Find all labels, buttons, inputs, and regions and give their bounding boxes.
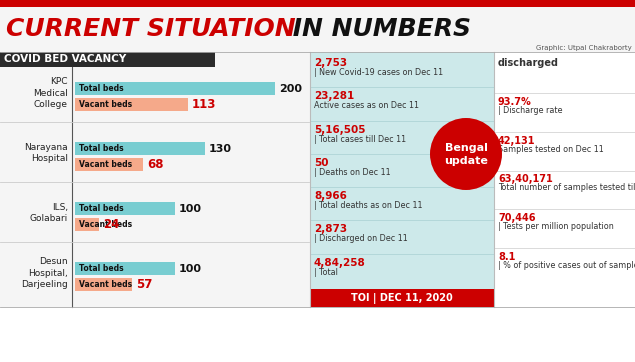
- FancyBboxPatch shape: [0, 7, 635, 52]
- FancyBboxPatch shape: [75, 98, 188, 111]
- Text: 113: 113: [192, 98, 217, 111]
- FancyBboxPatch shape: [75, 278, 132, 291]
- Text: Vacant beds: Vacant beds: [79, 160, 132, 169]
- Text: 8,966: 8,966: [314, 191, 347, 201]
- Text: | Discharge rate: | Discharge rate: [498, 106, 563, 115]
- Text: COVID BED VACANCY: COVID BED VACANCY: [4, 55, 126, 64]
- Text: | Total cases till Dec 11: | Total cases till Dec 11: [314, 135, 406, 144]
- Text: 2,753: 2,753: [314, 58, 347, 68]
- Text: | Deaths on Dec 11: | Deaths on Dec 11: [314, 168, 391, 177]
- Text: 130: 130: [209, 143, 232, 153]
- Text: 2,873: 2,873: [314, 224, 347, 235]
- Text: | Tests per million population: | Tests per million population: [498, 222, 614, 231]
- Text: Vacant beds: Vacant beds: [79, 100, 132, 109]
- Text: discharged: discharged: [498, 58, 559, 68]
- Text: 100: 100: [179, 264, 202, 274]
- Text: Total number of samples tested till Dec 11: Total number of samples tested till Dec …: [498, 184, 635, 193]
- FancyBboxPatch shape: [75, 218, 99, 231]
- Text: | % of positive cases out of samples tested: | % of positive cases out of samples tes…: [498, 261, 635, 270]
- Text: update: update: [444, 156, 488, 166]
- Text: 100: 100: [179, 203, 202, 214]
- Text: 70,446: 70,446: [498, 213, 535, 223]
- Text: 50: 50: [314, 158, 328, 168]
- Text: Vacant beds: Vacant beds: [79, 220, 132, 229]
- Text: Narayana
Hospital: Narayana Hospital: [24, 143, 68, 163]
- Text: CURRENT SITUATION: CURRENT SITUATION: [6, 17, 296, 41]
- Text: Vacant beds: Vacant beds: [79, 280, 132, 289]
- FancyBboxPatch shape: [75, 158, 143, 171]
- Text: Samples tested on Dec 11: Samples tested on Dec 11: [498, 145, 604, 153]
- FancyBboxPatch shape: [310, 52, 495, 307]
- Text: | New Covid-19 cases on Dec 11: | New Covid-19 cases on Dec 11: [314, 68, 443, 77]
- Text: 23,281: 23,281: [314, 91, 354, 101]
- Text: Bengal: Bengal: [444, 143, 488, 153]
- Text: 5,16,505: 5,16,505: [314, 125, 366, 135]
- FancyBboxPatch shape: [75, 202, 175, 215]
- Text: Active cases as on Dec 11: Active cases as on Dec 11: [314, 101, 419, 110]
- FancyBboxPatch shape: [0, 52, 310, 307]
- FancyBboxPatch shape: [310, 289, 495, 307]
- Text: ILS,
Golabari: ILS, Golabari: [30, 203, 68, 223]
- FancyBboxPatch shape: [0, 52, 215, 67]
- Text: Graphic: Utpal Chakraborty: Graphic: Utpal Chakraborty: [536, 45, 632, 51]
- Text: | Total deaths as on Dec 11: | Total deaths as on Dec 11: [314, 201, 422, 210]
- Circle shape: [430, 118, 502, 190]
- FancyBboxPatch shape: [494, 52, 635, 307]
- Text: Total beds: Total beds: [79, 84, 124, 93]
- Text: | Total: | Total: [314, 268, 338, 277]
- Text: 24: 24: [103, 218, 119, 231]
- Text: Desun
Hospital,
Darjeeling: Desun Hospital, Darjeeling: [21, 257, 68, 289]
- Text: Total beds: Total beds: [79, 204, 124, 213]
- Text: TOI | DEC 11, 2020: TOI | DEC 11, 2020: [351, 292, 453, 303]
- FancyBboxPatch shape: [0, 0, 635, 7]
- Text: 4,84,258: 4,84,258: [314, 258, 366, 268]
- Text: 8.1: 8.1: [498, 252, 516, 262]
- Text: | Discharged on Dec 11: | Discharged on Dec 11: [314, 235, 408, 243]
- Text: 93.7%: 93.7%: [498, 97, 531, 107]
- Text: 63,40,171: 63,40,171: [498, 174, 552, 185]
- Text: IN NUMBERS: IN NUMBERS: [284, 17, 471, 41]
- Text: Total beds: Total beds: [79, 144, 124, 153]
- Text: Total beds: Total beds: [79, 264, 124, 273]
- Text: 57: 57: [136, 278, 152, 291]
- Text: 42,131: 42,131: [498, 136, 535, 146]
- Text: 200: 200: [279, 84, 302, 93]
- FancyBboxPatch shape: [75, 82, 275, 95]
- Text: 68: 68: [147, 158, 163, 171]
- FancyBboxPatch shape: [75, 142, 205, 155]
- Text: KPC
Medical
College: KPC Medical College: [33, 77, 68, 109]
- FancyBboxPatch shape: [75, 262, 175, 275]
